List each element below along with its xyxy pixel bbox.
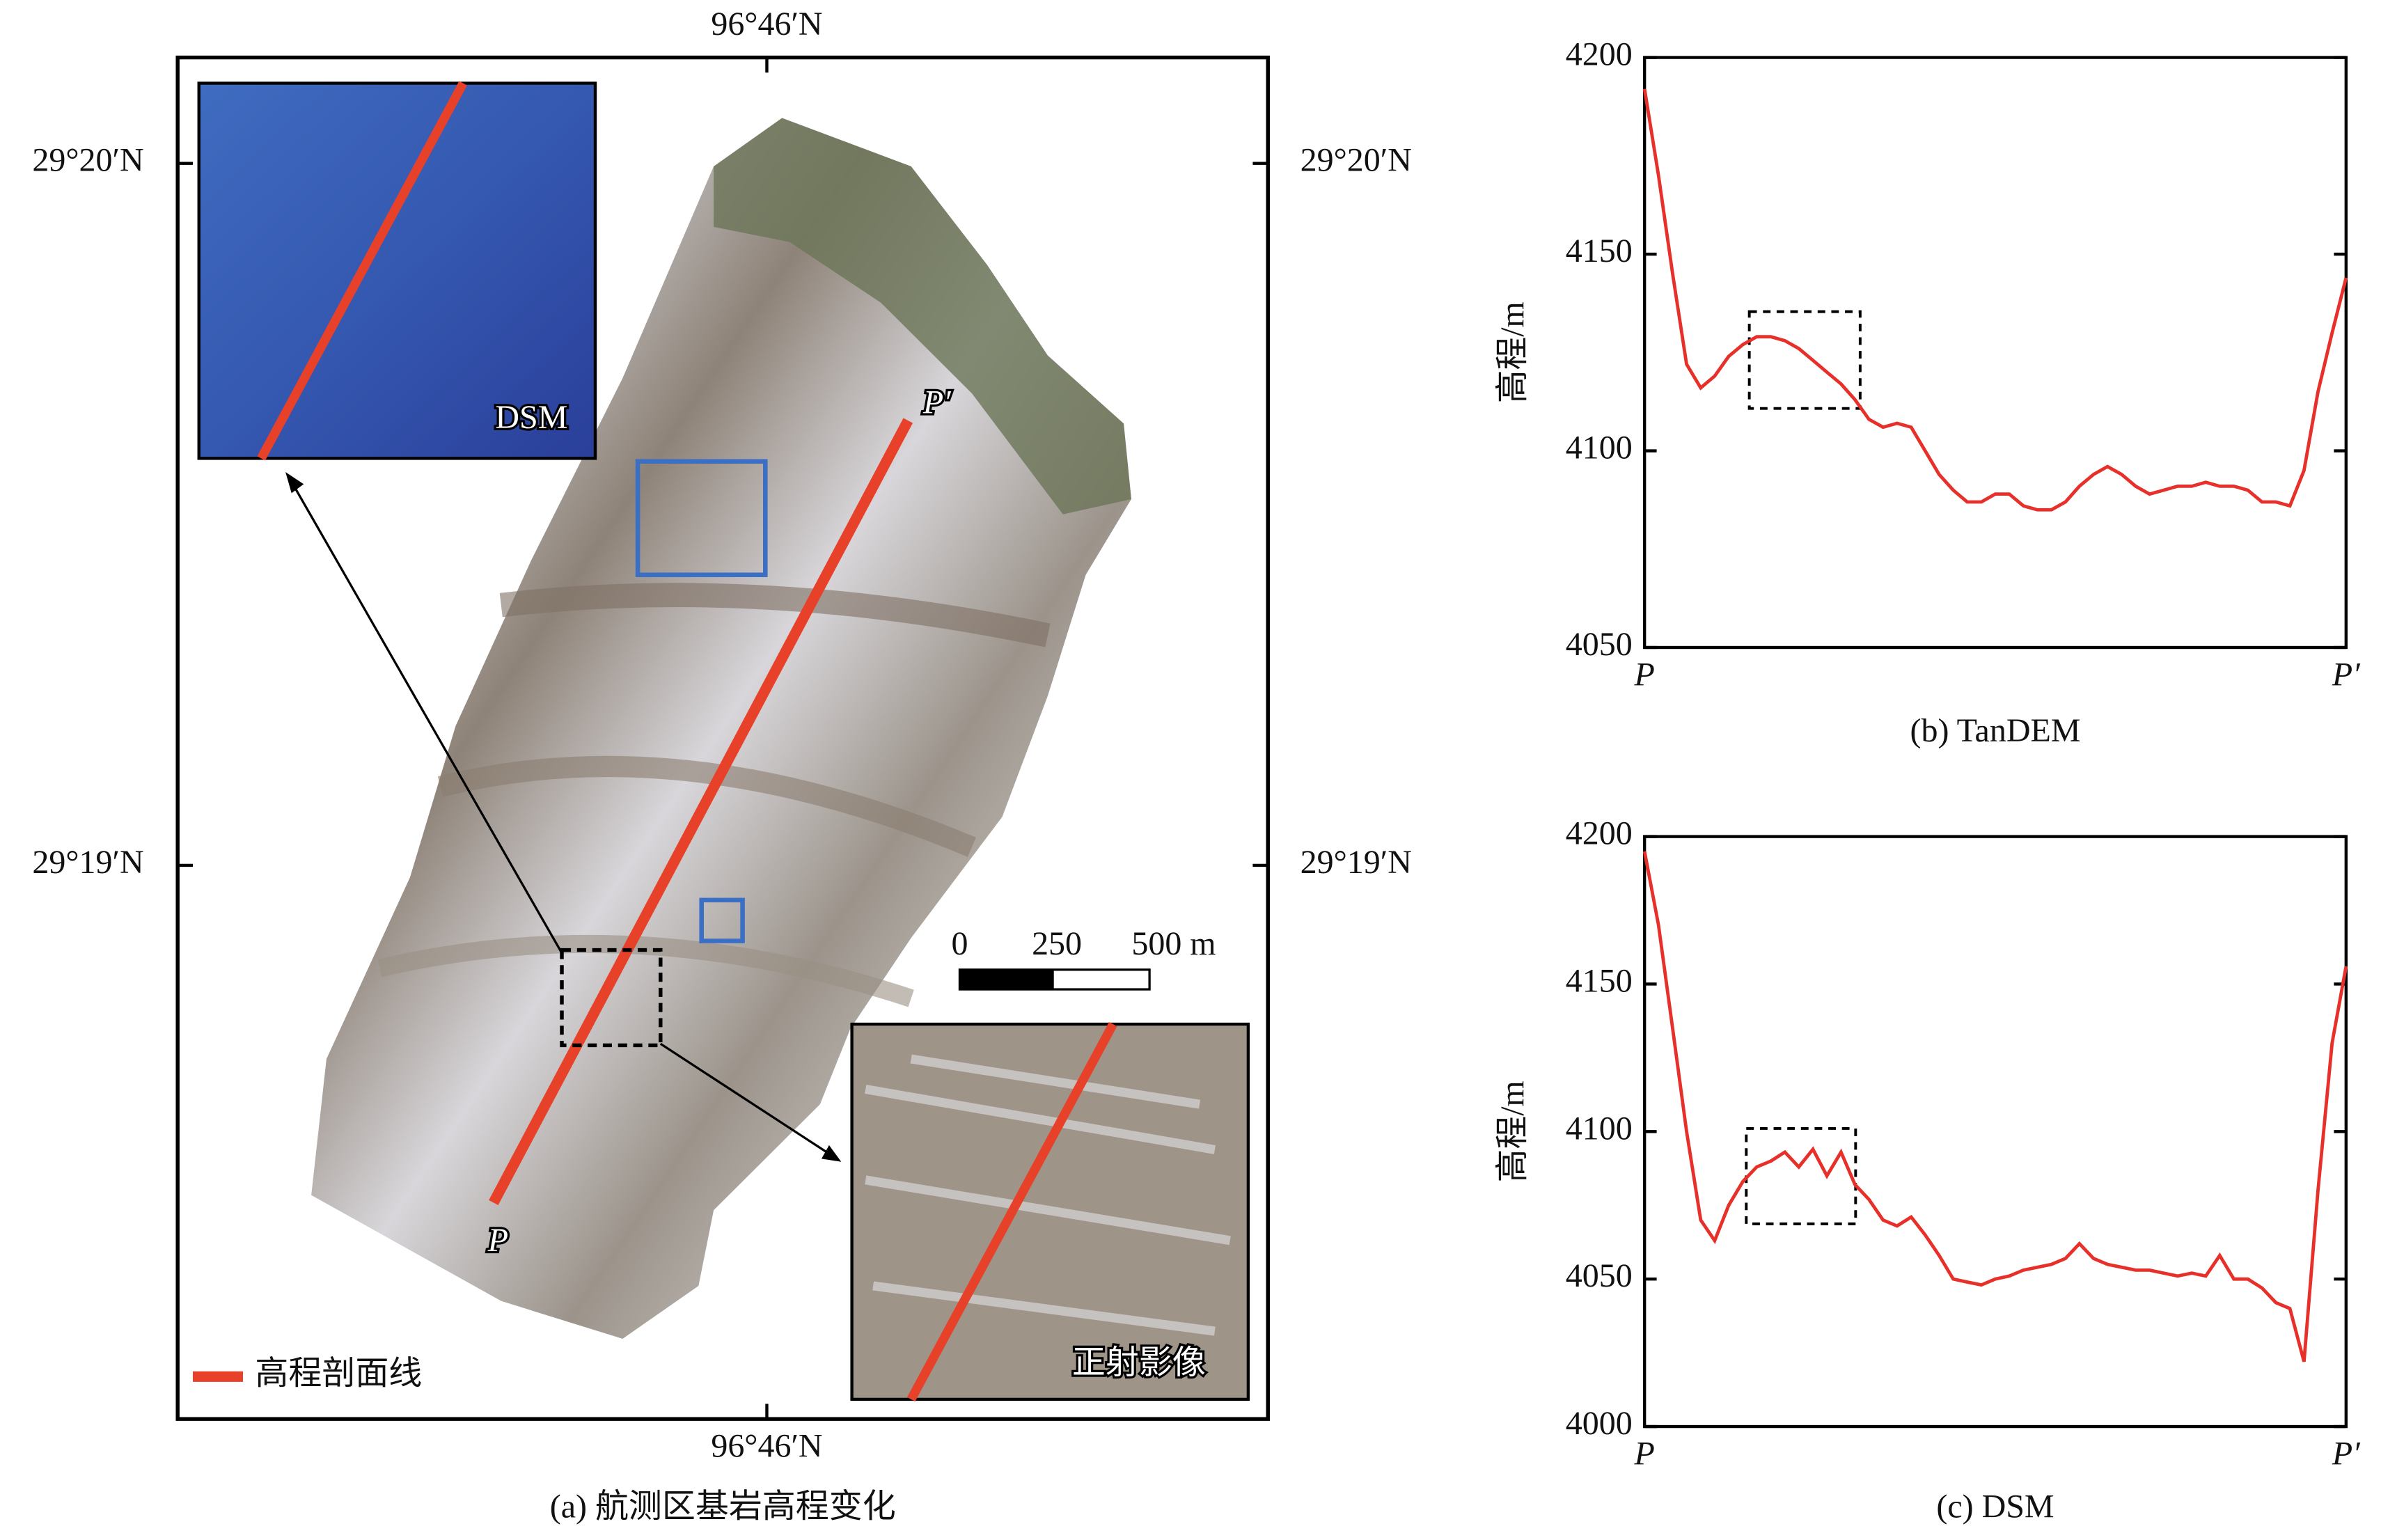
lat-label: 29°19′N xyxy=(1300,844,1412,881)
x-tick-label: P xyxy=(1634,1436,1655,1472)
lat-label: 29°20′N xyxy=(1300,142,1412,179)
zoom-box xyxy=(1747,310,1862,410)
lat-label: 29°20′N xyxy=(32,142,143,179)
y-tick-label: 4100 xyxy=(1566,430,1633,466)
x-tick-label: P′ xyxy=(2332,656,2361,693)
scale-bar-fill xyxy=(959,969,1054,990)
inset-profile-line xyxy=(906,1021,1117,1402)
profile-line xyxy=(489,418,913,1205)
profile-line xyxy=(1642,88,2348,512)
lon-label: 96°46′N xyxy=(711,6,822,42)
y-tick-label: 4100 xyxy=(1566,1110,1633,1147)
arrow xyxy=(659,1042,828,1154)
y-tick-label: 4000 xyxy=(1566,1405,1633,1442)
y-tick-label: 4050 xyxy=(1566,626,1633,663)
x-tick-label: P′ xyxy=(2332,1436,2361,1472)
y-tick-label: 4150 xyxy=(1566,963,1633,1000)
scale-label: 250 xyxy=(1032,925,1082,962)
caption: (b) TanDEM xyxy=(1910,712,2081,749)
blue-box xyxy=(699,897,745,943)
orthophoto xyxy=(311,118,1131,1339)
lat-label: 29°19′N xyxy=(32,844,143,881)
texture xyxy=(865,1054,1231,1336)
y-tick-label: 4200 xyxy=(1566,815,1633,852)
scale-label: 0 xyxy=(951,925,968,962)
lon-label: 96°46′N xyxy=(711,1428,822,1465)
point-label: P xyxy=(487,1222,508,1259)
profile-line xyxy=(1642,851,2348,1362)
legend-label: 高程剖面线 xyxy=(255,1355,422,1392)
y-axis-title: 高程/m xyxy=(1494,301,1531,403)
plot-frame xyxy=(1642,56,2348,650)
point-label: P′ xyxy=(922,384,952,421)
inset-profile-line xyxy=(257,81,468,461)
y-axis-title: 高程/m xyxy=(1494,1081,1531,1182)
dsm-inset xyxy=(197,81,597,460)
band xyxy=(437,755,976,857)
plot-frame xyxy=(1642,835,2348,1429)
scale-label: 500 m xyxy=(1131,925,1216,962)
caption: (c) DSM xyxy=(1936,1488,2054,1525)
vegetation xyxy=(714,118,1131,514)
inset-label: 正射影像 xyxy=(1072,1344,1206,1381)
arrowhead xyxy=(285,471,304,494)
blue-box xyxy=(635,459,768,577)
y-tick-label: 4050 xyxy=(1566,1257,1633,1294)
zoom-box xyxy=(560,948,663,1048)
arrow xyxy=(293,486,563,954)
band xyxy=(377,934,914,1007)
zoom-box xyxy=(1745,1127,1857,1225)
x-tick-label: P xyxy=(1634,656,1655,693)
band xyxy=(499,583,1051,647)
y-tick-label: 4200 xyxy=(1566,36,1633,73)
caption: (a) 航测区基岩高程变化 xyxy=(550,1488,896,1525)
inset-label: DSM xyxy=(495,399,567,436)
arrowhead xyxy=(821,1145,842,1162)
y-tick-label: 4150 xyxy=(1566,233,1633,269)
